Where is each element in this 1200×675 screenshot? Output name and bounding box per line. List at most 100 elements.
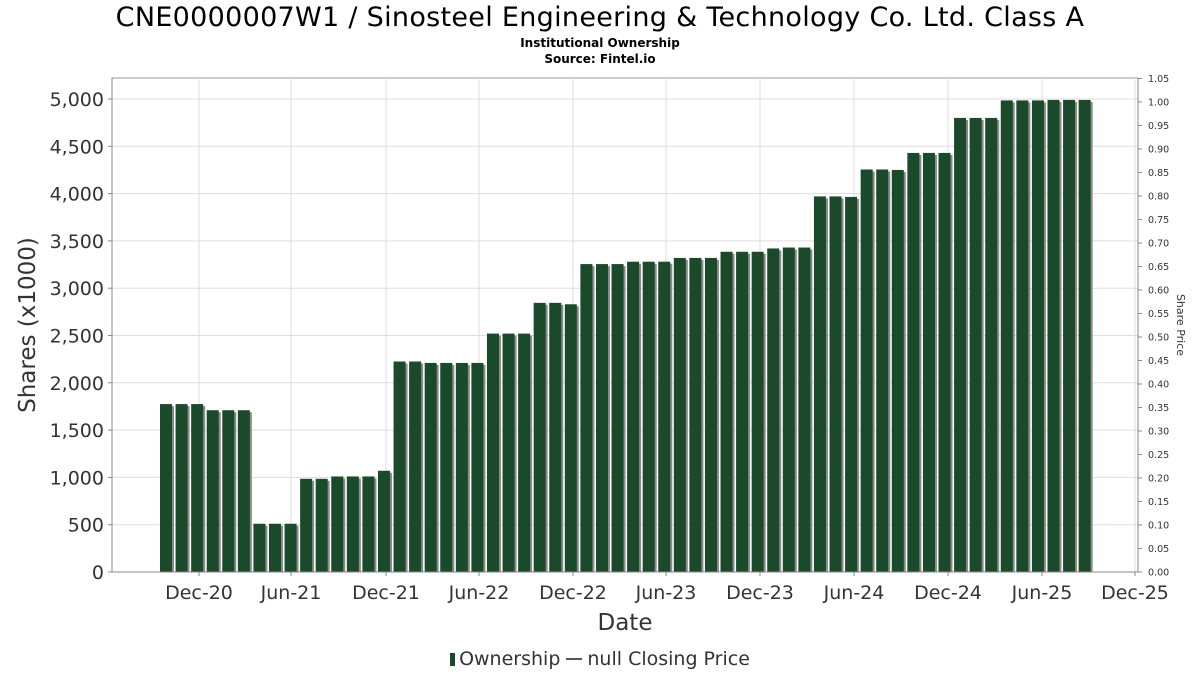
ownership-bar (409, 361, 422, 572)
y2-tick-label: 0.80 (1148, 192, 1169, 203)
ownership-bar (1047, 99, 1060, 573)
ownership-bar (486, 333, 499, 572)
x-tick-label: Dec-25 (1101, 582, 1169, 604)
ownership-bar (767, 248, 780, 572)
y-tick-label: 0 (92, 562, 104, 584)
labels-layer: 0 500 1,000 1,500 2,000 2,500 3,000 3,500 4,000 4… (15, 74, 1187, 636)
ownership-bar (782, 247, 795, 572)
ownership-legend-swatch (450, 652, 456, 666)
ownership-bar (673, 257, 686, 572)
y2-tick-label: 0.20 (1148, 474, 1169, 485)
x-tick-label: Jun-23 (635, 582, 697, 604)
ownership-bar (1078, 99, 1091, 573)
ownership-bar (175, 404, 188, 572)
y2-tick-label: 0.85 (1148, 168, 1169, 179)
ownership-bar (377, 470, 390, 572)
ownership-bar (813, 196, 826, 573)
y2-tick-label: 0.60 (1148, 286, 1169, 297)
ownership-bar (969, 117, 982, 573)
y2-axis-title: Share Price (1174, 294, 1187, 356)
y-tick-label: 1,500 (50, 420, 104, 442)
ownership-bar (315, 478, 328, 572)
x-tick-label: Jun-25 (1011, 582, 1073, 604)
y2-tick-label: 0.70 (1148, 239, 1169, 250)
ownership-bar (860, 169, 873, 573)
ownership-bar (829, 196, 842, 573)
y-tick-label: 4,500 (50, 136, 104, 158)
ownership-bar (751, 251, 764, 573)
ownership-bar (720, 251, 733, 573)
chart-subtitle: Institutional Ownership (520, 36, 680, 50)
ownership-bar (284, 523, 297, 572)
ownership-bar (736, 251, 749, 573)
ownership-bar (549, 302, 562, 572)
y2-tick-label: 0.15 (1148, 497, 1169, 508)
ownership-bar (518, 333, 531, 572)
ownership-bar (704, 257, 717, 572)
ownership-bar (891, 169, 904, 572)
chart-source: Source: Fintel.io (544, 52, 656, 66)
ownership-bar (440, 362, 453, 572)
x-tick-label: Jun-21 (260, 582, 322, 604)
y2-tick-label: 0.35 (1148, 403, 1169, 414)
x-tick-label: Dec-22 (539, 582, 607, 604)
ownership-bar (564, 304, 577, 572)
ownership-bar (954, 117, 967, 573)
ownership-bar (627, 261, 640, 572)
x-tick-label: Dec-24 (914, 582, 982, 604)
y2-tick-label: 0.00 (1148, 568, 1169, 579)
ownership-bar (300, 478, 313, 572)
price-legend-swatch (566, 658, 583, 660)
ownership-bar (1016, 100, 1029, 572)
ownership-bar (393, 361, 406, 572)
y-tick-label: 500 (68, 515, 104, 537)
y2-tick-label: 0.25 (1148, 450, 1169, 461)
ownership-bar (160, 404, 172, 572)
ownership-bar (533, 302, 546, 572)
ownership-bar (346, 476, 359, 572)
x-axis-title: Date (598, 610, 653, 636)
y2-tick-label: 0.55 (1148, 309, 1169, 320)
y2-tick-label: 0.45 (1148, 356, 1169, 367)
legend: Ownership null Closing Price (0, 648, 1200, 670)
ownership-bar (922, 152, 935, 572)
ownership-bar (798, 247, 811, 572)
legend-price-label: null Closing Price (587, 648, 750, 670)
ownership-bar (642, 261, 655, 572)
y2-tick-label: 0.95 (1148, 121, 1169, 132)
ownership-bar (985, 117, 998, 573)
x-tick-label: Dec-20 (165, 582, 233, 604)
y2-tick-label: 0.05 (1148, 544, 1169, 555)
ownership-bar (876, 169, 889, 573)
y2-tick-label: 0.50 (1148, 333, 1169, 344)
x-tick-label: Jun-22 (448, 582, 510, 604)
y-tick-label: 2,500 (50, 326, 104, 348)
y2-tick-label: 0.90 (1148, 145, 1169, 156)
y2-tick-label: 0.30 (1148, 427, 1169, 438)
ownership-bar (424, 362, 437, 572)
y-tick-label: 1,000 (50, 467, 104, 489)
ownership-bar (1000, 100, 1013, 572)
ownership-bar (907, 152, 920, 572)
ownership-bar (580, 264, 593, 572)
y2-tick-label: 1.05 (1148, 74, 1169, 85)
y2-tick-label: 0.65 (1148, 262, 1169, 273)
ownership-bar (331, 476, 344, 572)
y-axis-title: Shares (x1000) (15, 237, 41, 413)
y2-tick-label: 0.10 (1148, 521, 1169, 532)
x-tick-label: Jun-24 (823, 582, 885, 604)
axes-layer (108, 78, 1142, 576)
y2-tick-label: 0.40 (1148, 380, 1169, 391)
ownership-bar (222, 410, 235, 572)
ownership-bar (1063, 99, 1076, 573)
ownership-bar (191, 404, 204, 572)
ownership-bar (689, 257, 702, 572)
y-tick-label: 2,000 (50, 373, 104, 395)
y-tick-label: 4,000 (50, 184, 104, 206)
ownership-bar (362, 476, 375, 572)
chart-title: CNE0000007W1 / Sinosteel Engineering & T… (115, 2, 1085, 33)
y-tick-label: 3,500 (50, 231, 104, 253)
y2-tick-label: 0.75 (1148, 215, 1169, 226)
ownership-bar (253, 523, 266, 572)
